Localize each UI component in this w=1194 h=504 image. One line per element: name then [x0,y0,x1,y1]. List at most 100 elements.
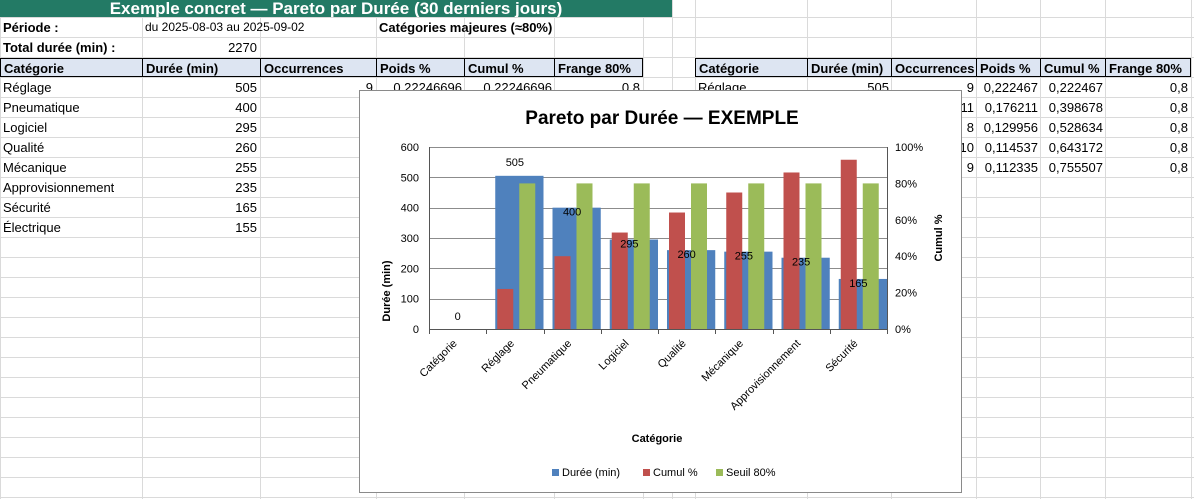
left-row-category[interactable]: Réglage [3,80,52,95]
bar-data-label: 0 [455,311,461,323]
right-row-fringe[interactable]: 0,8 [1169,120,1188,135]
y-tick-label: 300 [401,233,419,245]
right-header-weight[interactable]: Poids % [976,58,1041,77]
y-tick-label: 600 [401,142,419,154]
left-row-duration[interactable]: 155 [235,220,257,235]
left-row-duration[interactable]: 295 [235,120,257,135]
y-tick-label: 400 [401,203,419,215]
sheet-title: Exemple concret — Pareto par Durée (30 d… [0,0,672,17]
y-tick-label: 200 [401,263,419,275]
right-header-category[interactable]: Catégorie [695,58,808,77]
left-header-category[interactable]: Catégorie [0,58,143,77]
left-row-duration[interactable]: 255 [235,160,257,175]
y2-tick-label: 20% [895,288,917,300]
bar-seuil [691,183,707,329]
bar-data-label: 235 [792,257,810,269]
x-tick-label: Réglage [480,338,517,375]
x-tick-label: Logiciel [597,338,632,373]
right-row-occurrences[interactable]: 9 [966,160,974,175]
y2-tick-label: 100% [895,142,923,154]
major-categories-label: Catégories majeures (≈80%) [379,20,553,35]
right-row-cumul[interactable]: 0,528634 [1048,120,1103,135]
left-row-category[interactable]: Approvisionnement [3,180,115,195]
left-header-fringe[interactable]: Frange 80% [554,58,643,77]
legend-swatch [716,469,723,476]
x-tick-label: Catégorie [418,338,460,380]
legend-swatch [552,469,559,476]
period-label: Période : [3,20,59,35]
bar-cumul [611,232,628,329]
right-row-fringe[interactable]: 0,8 [1169,80,1188,95]
y2-axis-title: Cumul % [933,214,945,261]
chart-legend[interactable]: Durée (min) Cumul % Seuil 80% [552,467,776,479]
bar-seuil [805,183,822,329]
right-row-fringe[interactable]: 0,8 [1169,100,1188,115]
left-row-category[interactable]: Qualité [3,140,45,155]
bar-data-label: 505 [506,157,524,169]
right-header-duration[interactable]: Durée (min) [807,58,892,77]
right-header-fringe[interactable]: Frange 80% [1105,58,1191,77]
left-row-category[interactable]: Électrique [3,220,61,235]
legend-label: Durée (min) [562,467,620,479]
y-tick-label: 0 [413,324,419,336]
right-row-occurrences[interactable]: 8 [966,120,974,135]
x-tick-label: Sécurité [823,338,860,375]
y-axis-title: Durée (min) [381,260,393,321]
period-value[interactable]: du 2025-08-03 au 2025-09-02 [145,20,305,34]
left-row-duration[interactable]: 505 [235,80,257,95]
left-header-duration[interactable]: Durée (min) [142,58,261,77]
left-header-occurrences[interactable]: Occurrences [260,58,377,77]
left-header-cumul[interactable]: Cumul % [464,58,555,77]
pareto-chart[interactable]: Pareto par Durée — EXEMPLE 0 505 400 295 260… [359,90,962,493]
total-duration-value[interactable]: 2270 [228,40,257,55]
bar-seuil [748,183,765,329]
bar-cumul [783,172,800,329]
y2-tick-label: 40% [895,251,917,263]
right-row-occurrences[interactable]: 11 [960,100,975,115]
right-header-cumul[interactable]: Cumul % [1040,58,1106,77]
legend-label: Cumul % [653,467,698,479]
y-tick-label: 100 [401,294,419,306]
legend-swatch [643,469,650,476]
chart-title: Pareto par Durée — EXEMPLE [525,108,798,129]
bar-seuil [633,183,650,329]
x-tick-label: Pneumatique [520,338,574,392]
left-row-duration[interactable]: 165 [235,200,257,215]
right-row-cumul[interactable]: 0,643172 [1048,140,1103,155]
left-row-category[interactable]: Mécanique [3,160,67,175]
y2-tick-label: 0% [895,324,911,336]
legend-label: Seuil 80% [726,467,776,479]
right-row-occurrences[interactable]: 9 [966,80,974,95]
left-row-duration[interactable]: 400 [235,100,257,115]
y2-tick-label: 60% [895,215,917,227]
right-row-occurrences[interactable]: 10 [959,140,974,155]
right-row-weight[interactable]: 0,112335 [984,160,1038,175]
bar-cumul [840,159,857,329]
left-row-duration[interactable]: 235 [235,180,257,195]
right-header-occurrences[interactable]: Occurrences [891,58,977,77]
right-row-cumul[interactable]: 0,222467 [1048,80,1103,95]
bar-data-label: 255 [735,251,753,263]
bar-cumul [497,288,514,329]
y2-tick-label: 80% [895,178,917,190]
left-row-category[interactable]: Logiciel [3,120,48,135]
x-tick-label: Mécanique [699,338,746,385]
left-row-category[interactable]: Sécurité [3,200,51,215]
bar-data-label: 400 [563,207,581,219]
left-row-occurrences[interactable]: 9 [365,80,373,95]
bar-seuil [519,183,536,329]
bar-seuil [576,183,593,329]
right-row-fringe[interactable]: 0,8 [1169,140,1188,155]
right-row-weight[interactable]: 0,176211 [984,100,1038,115]
left-header-weight[interactable]: Poids % [376,58,465,77]
right-row-cumul[interactable]: 0,398678 [1048,100,1103,115]
bar-data-label: 260 [677,249,695,261]
right-row-cumul[interactable]: 0,755507 [1048,160,1103,175]
right-row-weight[interactable]: 0,129956 [983,120,1038,135]
left-row-category[interactable]: Pneumatique [3,100,80,115]
right-row-weight[interactable]: 0,222467 [983,80,1038,95]
right-row-weight[interactable]: 0,114537 [984,140,1038,155]
bar-data-label: 295 [620,239,638,251]
left-row-duration[interactable]: 260 [235,140,257,155]
right-row-fringe[interactable]: 0,8 [1169,160,1188,175]
